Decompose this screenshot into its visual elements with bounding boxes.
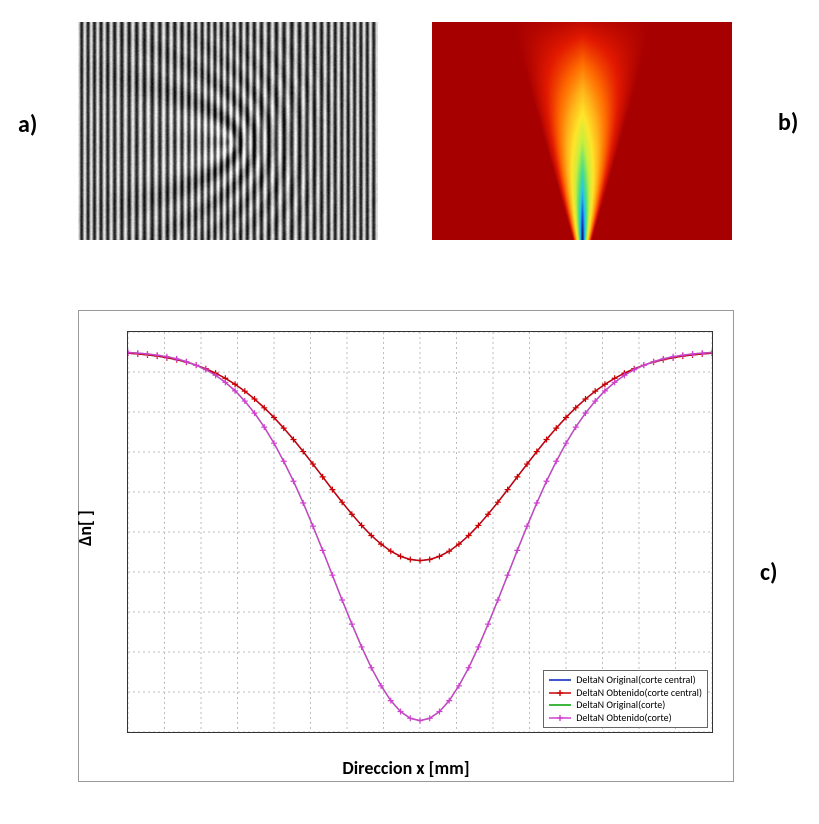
panel-c-chart: DeltaN Original(corte central) DeltaN Obt… (78, 310, 734, 782)
legend-swatch (549, 700, 571, 710)
colormap-canvas (432, 22, 732, 240)
legend-swatch (549, 713, 571, 723)
panel-label-b: b) (778, 108, 798, 137)
chart-xlabel: Direccion x [mm] (79, 757, 733, 779)
legend-row: DeltaN Obtenido(corte) (549, 712, 702, 725)
chart-ylabel: Δn[ ] (74, 510, 96, 546)
panel-a-interferogram (78, 22, 378, 240)
panel-label-c: c) (760, 558, 778, 587)
legend-text: DeltaN Original(corte central) (576, 674, 695, 687)
figure-root: a) b) c) DeltaN Original(corte central)D… (0, 0, 819, 824)
panel-label-a: a) (18, 110, 37, 139)
legend-text: DeltaN Obtenido(corte) (576, 712, 671, 725)
legend-row: DeltaN Original(corte central) (549, 674, 702, 687)
panel-b-colormap (432, 22, 732, 240)
chart-plot-area: DeltaN Original(corte central) DeltaN Obt… (127, 331, 713, 733)
legend-swatch (549, 688, 571, 698)
legend-text: DeltaN Original(corte) (576, 699, 665, 712)
interferogram-canvas (78, 22, 378, 240)
chart-legend: DeltaN Original(corte central) DeltaN Obt… (543, 670, 708, 728)
legend-swatch (549, 675, 571, 685)
legend-row: DeltaN Original(corte) (549, 699, 702, 712)
